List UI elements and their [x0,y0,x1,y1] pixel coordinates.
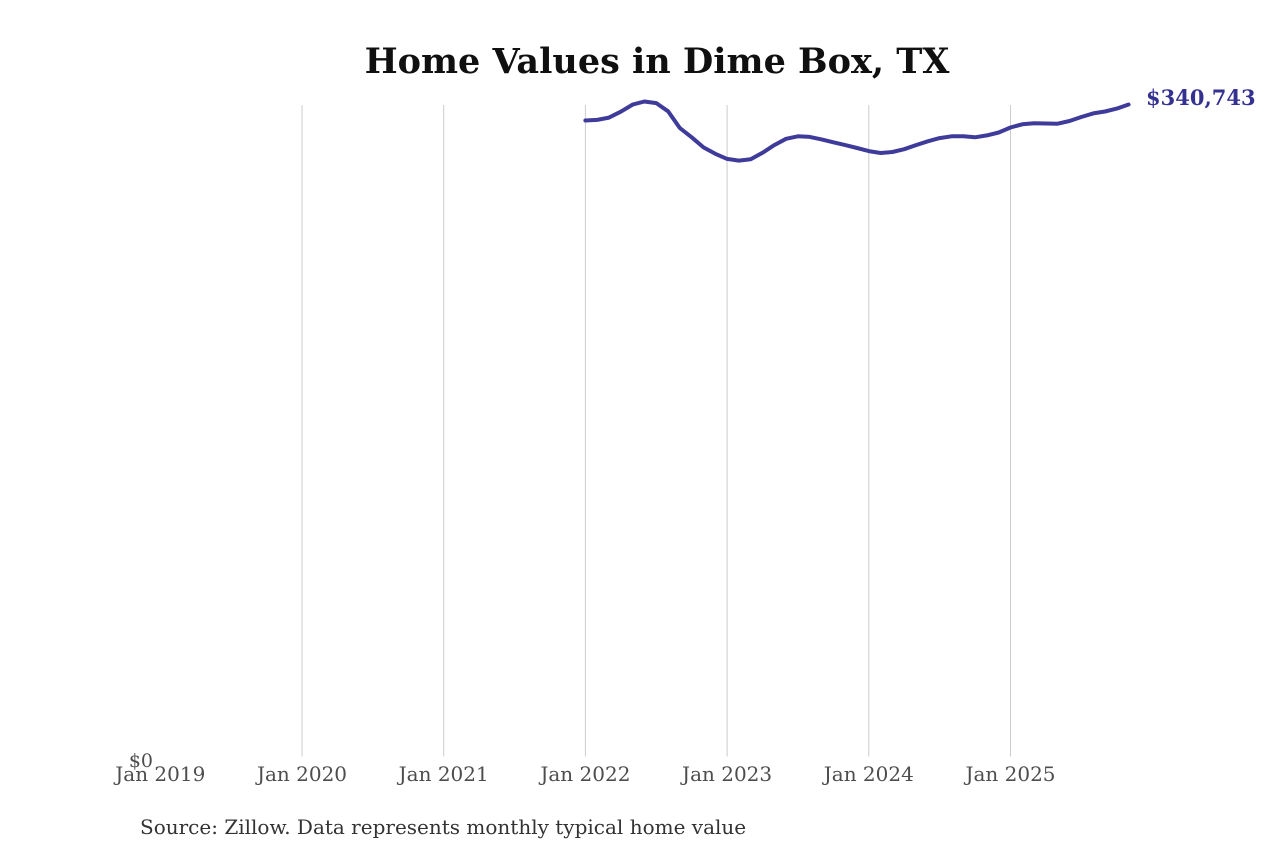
x-axis-tick-label: Jan 2019 [115,762,206,786]
source-note: Source: Zillow. Data represents monthly … [140,815,747,839]
x-axis-tick-label: Jan 2025 [965,762,1056,786]
x-axis-tick-label: Jan 2024 [823,762,914,786]
x-axis-tick-label: Jan 2022 [540,762,631,786]
x-axis-tick-label: Jan 2020 [256,762,348,786]
home-value-line [583,99,1131,163]
latest-value-label: $340,743 [1146,85,1256,110]
x-axis-tick-label: Jan 2023 [682,762,773,786]
chart-title: Home Values in Dime Box, TX [364,41,950,82]
y-axis-zero-label: $0 [128,750,153,772]
x-axis-tick-label: Jan 2021 [398,762,489,786]
